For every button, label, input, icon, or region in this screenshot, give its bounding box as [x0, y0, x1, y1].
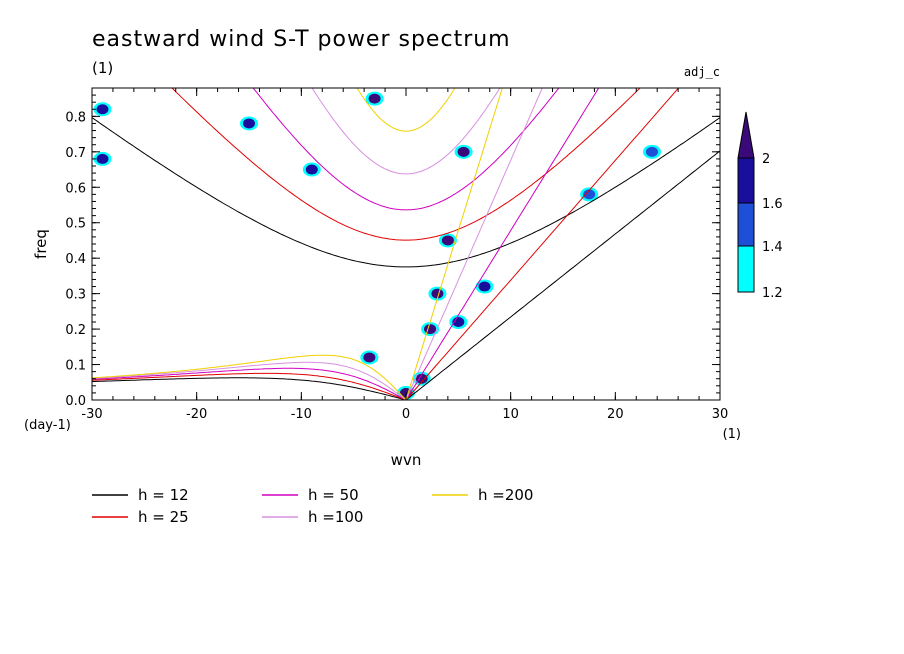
- y-axis: 0.0 0.1 0.2 0.3 0.4 0.5 0.6 0.7 0.8: [65, 87, 720, 409]
- legend-label: h = 25: [138, 508, 189, 526]
- rossby-wave-curve: [92, 354, 407, 400]
- kelvin-wave-curve: [405, 150, 720, 400]
- colorbar-label: 1.2: [762, 286, 783, 301]
- x-tick-label: 10: [502, 407, 519, 422]
- x-tick-label: -20: [186, 407, 207, 422]
- y-tick-label: 0.6: [65, 181, 86, 196]
- power-region: [583, 189, 596, 200]
- x-tick-label: -10: [291, 407, 312, 422]
- power-region: [424, 324, 437, 335]
- kelvin-wave-curve: [405, 88, 503, 400]
- y-tick-label: 0.2: [65, 323, 86, 338]
- colorbar-label: 1.6: [762, 197, 783, 212]
- y-axis-label: freq: [32, 229, 50, 259]
- power-region: [415, 373, 428, 384]
- power-region: [363, 352, 376, 363]
- kelvin-wave-curve: [405, 88, 680, 400]
- power-region: [441, 235, 454, 246]
- rossby-wave-curve: [92, 377, 407, 400]
- gravity-wave-curve: [92, 117, 720, 268]
- legend-label: h =100: [308, 508, 363, 526]
- y-tick-label: 0.1: [65, 359, 86, 374]
- gravity-wave-curve: [356, 88, 456, 132]
- kelvin-wave-curve: [405, 88, 543, 400]
- rossby-wave-curve: [92, 372, 407, 400]
- colorbar-band: [737, 157, 755, 204]
- power-regions: [93, 91, 661, 400]
- y-unit-label: (day-1): [24, 418, 71, 433]
- y-tick-label: 0.3: [65, 288, 86, 303]
- y-tick-label: 0.0: [65, 394, 86, 409]
- y-tick-label: 0.5: [65, 217, 86, 232]
- x-axis: -30 -20 -10 0 10 20 30: [81, 88, 728, 422]
- power-region: [96, 153, 109, 164]
- x-tick-label: 30: [712, 407, 729, 422]
- y-tick-label: 0.4: [65, 252, 86, 267]
- rossby-wave-curve: [92, 361, 407, 400]
- gravity-wave-curve: [311, 88, 501, 175]
- dispersion-curves: [92, 88, 720, 400]
- gravity-wave-curve: [252, 88, 560, 211]
- power-region: [96, 104, 109, 115]
- colorbar-label: 1.4: [762, 240, 783, 255]
- colorbar-label: 2: [762, 152, 770, 167]
- power-region: [243, 118, 255, 129]
- x-tick-label: -30: [81, 407, 102, 422]
- plot-frame: [91, 87, 721, 401]
- legend-label: h =200: [478, 486, 533, 504]
- chart-title: eastward wind S-T power spectrum: [92, 27, 511, 52]
- power-region: [431, 288, 444, 299]
- chart-tag: adj_c: [684, 65, 720, 79]
- colorbar-band: [737, 202, 755, 247]
- power-region: [478, 281, 491, 292]
- power-region: [368, 93, 381, 104]
- power-region: [457, 146, 470, 157]
- y-tick-label: 0.8: [65, 110, 86, 125]
- legend: h = 12 h = 25 h = 50 h =100 h =200: [92, 486, 533, 526]
- x-tick-label: 20: [607, 407, 624, 422]
- kelvin-wave-curve: [405, 88, 600, 400]
- power-region: [305, 164, 318, 175]
- x-tick-label: 0: [402, 407, 410, 422]
- chart-subtitle: (1): [92, 59, 113, 77]
- x-axis-label: wvn: [391, 451, 422, 469]
- power-region: [645, 146, 658, 157]
- colorbar-arrow: [737, 111, 755, 159]
- rossby-wave-curve: [92, 367, 407, 400]
- gravity-wave-curve: [171, 88, 641, 241]
- legend-label: h = 12: [138, 486, 189, 504]
- colorbar-band: [737, 245, 755, 293]
- colorbar: 1.2 1.4 1.6 2: [737, 111, 783, 301]
- legend-label: h = 50: [308, 486, 359, 504]
- x-unit-label: (1): [723, 427, 741, 442]
- y-tick-label: 0.7: [65, 146, 86, 161]
